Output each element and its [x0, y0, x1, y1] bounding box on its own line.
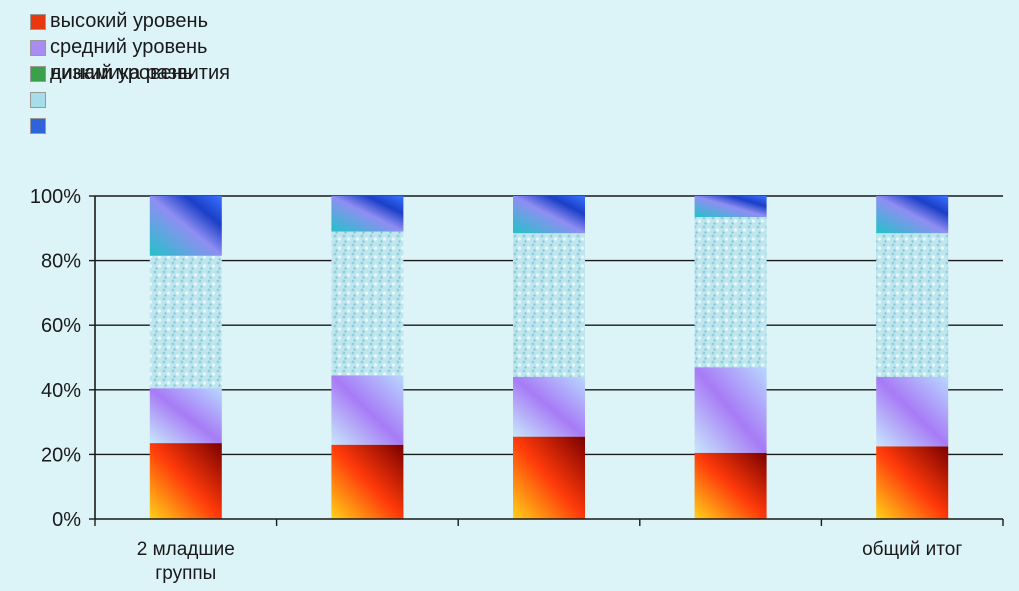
bar-segment [149, 388, 222, 444]
legend-swatch [30, 92, 46, 108]
bar-segment [331, 375, 404, 445]
bar-segment [149, 443, 222, 519]
bar-segment [694, 216, 767, 368]
y-tick-label: 80% [41, 251, 81, 273]
legend-label: низкий уровень [50, 62, 194, 84]
y-tick-label: 60% [41, 315, 81, 337]
legend-swatch [30, 14, 46, 30]
bar-segment [513, 436, 585, 519]
bar-segment [876, 446, 949, 519]
legend-label: высокий уровень [50, 10, 209, 32]
bar-segment [876, 376, 949, 447]
x-tick-label: общий итог [862, 539, 962, 560]
y-tick-label: 0% [52, 509, 81, 531]
legend-label: средний уровень [50, 36, 208, 58]
bar-segment [513, 233, 585, 377]
x-tick-label: группы [155, 563, 216, 584]
legend-swatch [30, 118, 46, 134]
x-tick-label: 2 младшие [137, 539, 235, 560]
legend-swatch [30, 66, 46, 82]
bar-segment [876, 196, 949, 234]
bar-segment [331, 444, 404, 519]
bar-segment [331, 196, 404, 232]
bar-segment [513, 196, 585, 234]
bar-segment [694, 196, 767, 217]
legend-swatch [30, 40, 46, 56]
y-tick-label: 40% [41, 380, 81, 402]
bar-segment [876, 233, 949, 377]
y-tick-label: 20% [41, 444, 81, 466]
y-tick-label: 100% [30, 186, 81, 208]
bar-segment [694, 367, 767, 453]
bar-segment [149, 196, 222, 256]
bar-segment [513, 376, 585, 437]
legend-label: динамика развития [50, 62, 230, 84]
bar-segment [694, 452, 767, 519]
bar-segment [149, 255, 222, 389]
bar-segment [331, 231, 404, 376]
